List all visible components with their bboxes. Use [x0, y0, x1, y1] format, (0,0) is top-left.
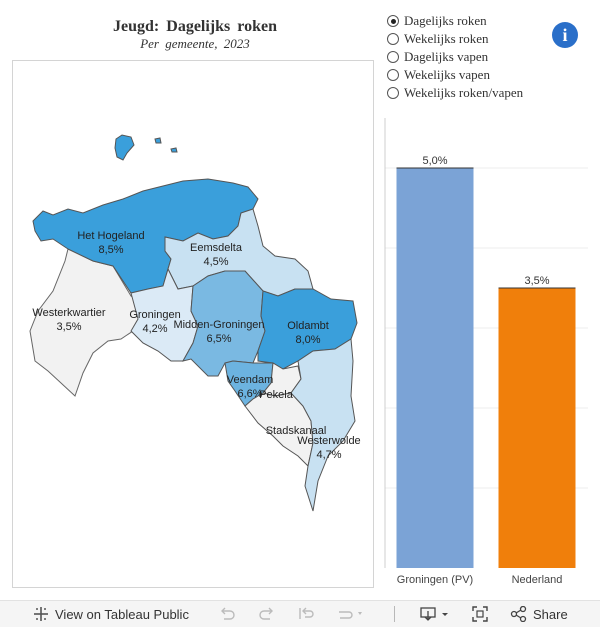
- revert-button[interactable]: [297, 605, 315, 623]
- radio-dagelijks-vapen[interactable]: Dagelijks vapen: [387, 48, 523, 66]
- radio-dot: [387, 87, 399, 99]
- map-label-value: 4,2%: [142, 323, 167, 335]
- share-button[interactable]: Share: [510, 605, 568, 623]
- revert-icon: [299, 607, 314, 619]
- map-label-name: Veendam: [227, 374, 273, 386]
- radio-wekelijks-roken[interactable]: Wekelijks roken: [387, 30, 523, 48]
- radio-wekelijks-vapen[interactable]: Wekelijks vapen: [387, 66, 523, 84]
- chart-svg: 5,0% Groningen (PV) 3,5% Nederland: [384, 118, 588, 586]
- chart-bar[interactable]: [498, 288, 576, 568]
- map-region-island: [114, 134, 135, 161]
- redo-icon: [259, 607, 273, 620]
- map-label-name: Pekela: [259, 389, 294, 401]
- map-label-value: 6,6%: [237, 388, 262, 400]
- refresh-icon: [339, 611, 362, 619]
- tableau-toolbar: View on Tableau Public Share: [0, 600, 600, 627]
- chart-category-label: Groningen (PV): [397, 574, 473, 586]
- share-icon: [510, 606, 527, 622]
- toolbar-divider: [394, 606, 395, 622]
- radio-dagelijks-roken[interactable]: Dagelijks roken: [387, 12, 523, 30]
- map-svg: Het Hogeland 8,5% Eemsdelta 4,5% Westerkwart…: [29, 134, 361, 512]
- share-label: Share: [533, 606, 568, 622]
- chart-data-label: 5,0%: [422, 155, 447, 167]
- map-island-small-b: [170, 147, 178, 153]
- radio-label: Dagelijks roken: [404, 13, 487, 28]
- fullscreen-icon: [472, 606, 488, 622]
- map-label-name: Stadskanaal: [266, 425, 327, 437]
- indicator-selector: Dagelijks roken Wekelijks roken Dagelijk…: [387, 12, 523, 102]
- map-region-westerwolde[interactable]: [290, 338, 356, 512]
- undo-button[interactable]: [218, 605, 236, 623]
- view-on-tableau-label: View on Tableau Public: [55, 606, 189, 622]
- map-label-name: Midden-Groningen: [173, 319, 264, 331]
- refresh-button[interactable]: [336, 605, 366, 623]
- chart-data-label: 3,5%: [524, 275, 549, 287]
- map-label-value: 3,5%: [56, 321, 81, 333]
- radio-label: Wekelijks vapen: [404, 67, 490, 82]
- radio-wekelijks-roken-vapen[interactable]: Wekelijks roken/vapen: [387, 84, 523, 102]
- map-label-name: Eemsdelta: [190, 242, 243, 254]
- map-label-name: Westerkwartier: [32, 307, 105, 319]
- map-island-small-a: [154, 137, 162, 144]
- map-label-name: Westerwolde: [297, 435, 360, 447]
- radio-dot: [387, 15, 399, 27]
- map-label-value: 8,5%: [98, 244, 123, 256]
- radio-dot: [387, 69, 399, 81]
- radio-dot: [387, 33, 399, 45]
- map-label-value: 6,5%: [206, 333, 231, 345]
- tableau-icon: [34, 607, 48, 621]
- radio-label: Wekelijks roken/vapen: [404, 85, 524, 100]
- radio-label: Wekelijks roken: [404, 31, 489, 46]
- chart-category-label: Nederland: [512, 574, 563, 586]
- fullscreen-button[interactable]: [472, 605, 488, 623]
- download-button[interactable]: [420, 605, 452, 623]
- redo-button[interactable]: [258, 605, 276, 623]
- map-label-name: Oldambt: [287, 320, 329, 332]
- viz-title-block: Jeugd: Dagelijks roken Per gemeente, 202…: [60, 18, 330, 52]
- map-label-value: 8,0%: [295, 334, 320, 346]
- undo-icon: [221, 607, 235, 620]
- map-label-value: 4,5%: [203, 256, 228, 268]
- viz-subtitle: Per gemeente, 2023: [140, 36, 250, 51]
- radio-label: Dagelijks vapen: [404, 49, 489, 64]
- comparison-bar-chart: 5,0% Groningen (PV) 3,5% Nederland: [384, 118, 588, 588]
- download-icon: [420, 607, 448, 621]
- view-on-tableau-button[interactable]: View on Tableau Public: [33, 605, 189, 623]
- map-label-value: 4,7%: [316, 449, 341, 461]
- map-label-name: Het Hogeland: [77, 230, 144, 242]
- info-icon[interactable]: i: [552, 22, 578, 48]
- viz-title: Jeugd: Dagelijks roken: [113, 18, 277, 35]
- radio-dot: [387, 51, 399, 63]
- municipality-map[interactable]: Het Hogeland 8,5% Eemsdelta 4,5% Westerkwart…: [12, 60, 374, 588]
- chart-bar[interactable]: [396, 168, 474, 568]
- map-label-name: Groningen: [129, 309, 180, 321]
